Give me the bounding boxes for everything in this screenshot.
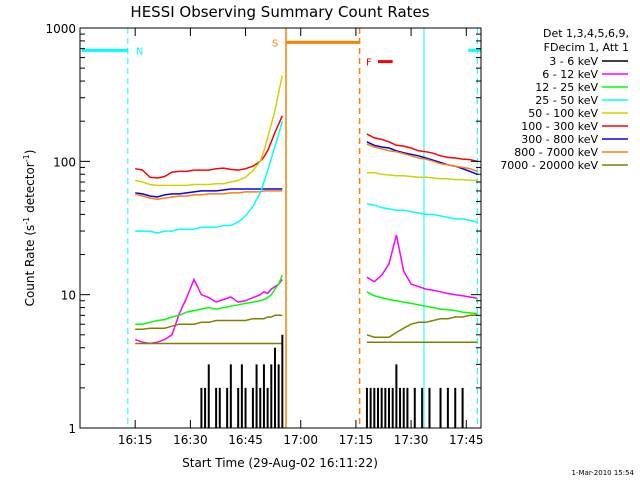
low-count-bar-post-12	[413, 387, 416, 428]
low-count-bar-post-7	[391, 387, 394, 428]
low-count-bar-pre-11	[255, 364, 258, 428]
legend-label-8: 7000 - 20000 keV	[500, 159, 598, 172]
series-2-pre-line	[134, 190, 283, 200]
y-tick-label-1: 10	[61, 289, 76, 303]
low-count-bar-pre-15	[270, 364, 273, 428]
legend-label-7: 800 - 7000 keV	[514, 146, 598, 159]
y-tick-label-2: 100	[53, 155, 76, 169]
y-tick-label-0: 1	[68, 422, 76, 436]
low-count-bar-pre-4	[218, 387, 221, 428]
low-count-bar-post-6	[388, 387, 391, 428]
series-3-pre-line	[135, 75, 284, 187]
chart-title: HESSI Observing Summary Count Rates	[130, 3, 429, 21]
low-count-bar-pre-16	[273, 347, 276, 428]
low-count-bar-post-3	[376, 387, 379, 428]
plot-frame	[79, 27, 482, 429]
y-axis-label-sup1: -1	[22, 217, 31, 225]
low-count-bar-post-5	[384, 387, 387, 428]
legend-label-6: 300 - 800 keV	[521, 133, 598, 146]
low-count-bar-pre-8	[240, 364, 243, 428]
series-4-post-line	[366, 203, 478, 223]
y-axis-label: Count Rate (s-1 detector-1)	[22, 150, 37, 307]
series-7-post-line	[366, 314, 478, 338]
series-0-pre-line	[135, 115, 283, 179]
series-5-pre-line	[134, 277, 283, 345]
low-count-bar-post-9	[399, 387, 402, 428]
low-count-bar-pre-9	[244, 387, 247, 428]
low-count-bar-pre-1	[204, 387, 207, 428]
x-tick-label-5: 17:30	[394, 433, 429, 447]
legend-label-3: 25 - 50 keV	[535, 94, 598, 107]
series-4-pre-line	[135, 120, 284, 234]
low-count-bar-pre-2	[207, 364, 210, 428]
low-count-bar-pre-13	[262, 364, 265, 428]
low-count-bar-pre-14	[266, 387, 269, 428]
legend-label-2: 12 - 25 keV	[535, 81, 598, 94]
low-count-bar-post-0	[365, 387, 368, 428]
low-count-bar-pre-6	[229, 364, 232, 428]
y-axis-label-mid: detector	[23, 162, 37, 217]
low-count-bar-post-13	[421, 387, 424, 428]
legend-label-4: 50 - 100 keV	[528, 107, 598, 120]
low-count-bar-post-15	[439, 387, 442, 428]
flare-label: F	[366, 58, 372, 69]
low-count-bar-pre-0	[200, 387, 203, 428]
legend-label-5: 100 - 300 keV	[521, 120, 598, 133]
x-tick-label-1: 16:30	[173, 433, 208, 447]
night-label: N	[136, 46, 143, 57]
saa-label: S	[272, 38, 278, 49]
series-1-pre-line	[135, 188, 283, 198]
legend-header-line-1: Det 1,3,4,5,6,9,	[543, 27, 629, 40]
y-tick-label-3: 1000	[45, 22, 76, 36]
low-count-bar-post-14	[428, 387, 431, 428]
low-count-bar-post-8	[395, 364, 398, 428]
series-6-post-line	[366, 291, 478, 315]
x-tick-label-6: 17:45	[449, 433, 484, 447]
low-count-bar-pre-10	[251, 387, 254, 428]
series-5-post-line	[366, 234, 478, 299]
low-count-bar-pre-3	[215, 387, 218, 428]
y-axis-label-sup2: -1	[22, 154, 31, 162]
series-layer	[134, 75, 478, 345]
legend-label-1: 6 - 12 keV	[542, 68, 598, 81]
tick-layer: 16:15 16:30 16:45 17:00 17:15 17:30 17:45 1 10 10…	[45, 22, 483, 447]
series-7-pre-line	[135, 314, 283, 331]
x-axis-label: Start Time (29-Aug-02 16:11:22)	[182, 456, 378, 470]
x-tick-label-0: 16:15	[118, 433, 153, 447]
series-0-post-line	[366, 133, 478, 163]
low-count-bar-post-18	[461, 387, 464, 428]
annotation-layer: N S F	[82, 28, 481, 428]
y-axis-label-main: Count Rate (s	[23, 225, 37, 307]
series-3-post-line	[366, 172, 478, 182]
low-count-bar-pre-12	[259, 387, 262, 428]
x-tick-label-2: 16:45	[228, 433, 263, 447]
low-count-bar-post-10	[402, 387, 405, 428]
low-count-bar-pre-17	[277, 364, 280, 428]
x-tick-label-4: 17:15	[339, 433, 374, 447]
low-count-bar-pre-18	[281, 334, 284, 428]
low-count-bar-pre-5	[226, 387, 229, 428]
series-2-post-line	[366, 143, 478, 173]
footer-timestamp: 1-Mar-2010 15:54	[572, 469, 635, 477]
low-count-bar-pre-7	[237, 387, 240, 428]
low-count-bar-post-1	[369, 387, 372, 428]
low-count-bar-post-16	[446, 387, 449, 428]
series-6-pre-line	[135, 274, 283, 325]
x-tick-label-3: 17:00	[283, 433, 318, 447]
spike-layer	[200, 334, 464, 428]
legend: Det 1,3,4,5,6,9, FDecim 1, Att 1 3 - 6 k…	[500, 27, 629, 172]
plot-area: N S F	[79, 27, 482, 429]
low-count-bar-post-17	[454, 387, 457, 428]
legend-header-line-2: FDecim 1, Att 1	[544, 41, 629, 54]
y-axis-label-end: )	[23, 150, 37, 155]
low-count-bar-post-11	[406, 387, 409, 428]
legend-label-0: 3 - 6 keV	[549, 55, 598, 68]
low-count-bar-post-2	[373, 387, 376, 428]
low-count-bar-post-4	[380, 387, 383, 428]
